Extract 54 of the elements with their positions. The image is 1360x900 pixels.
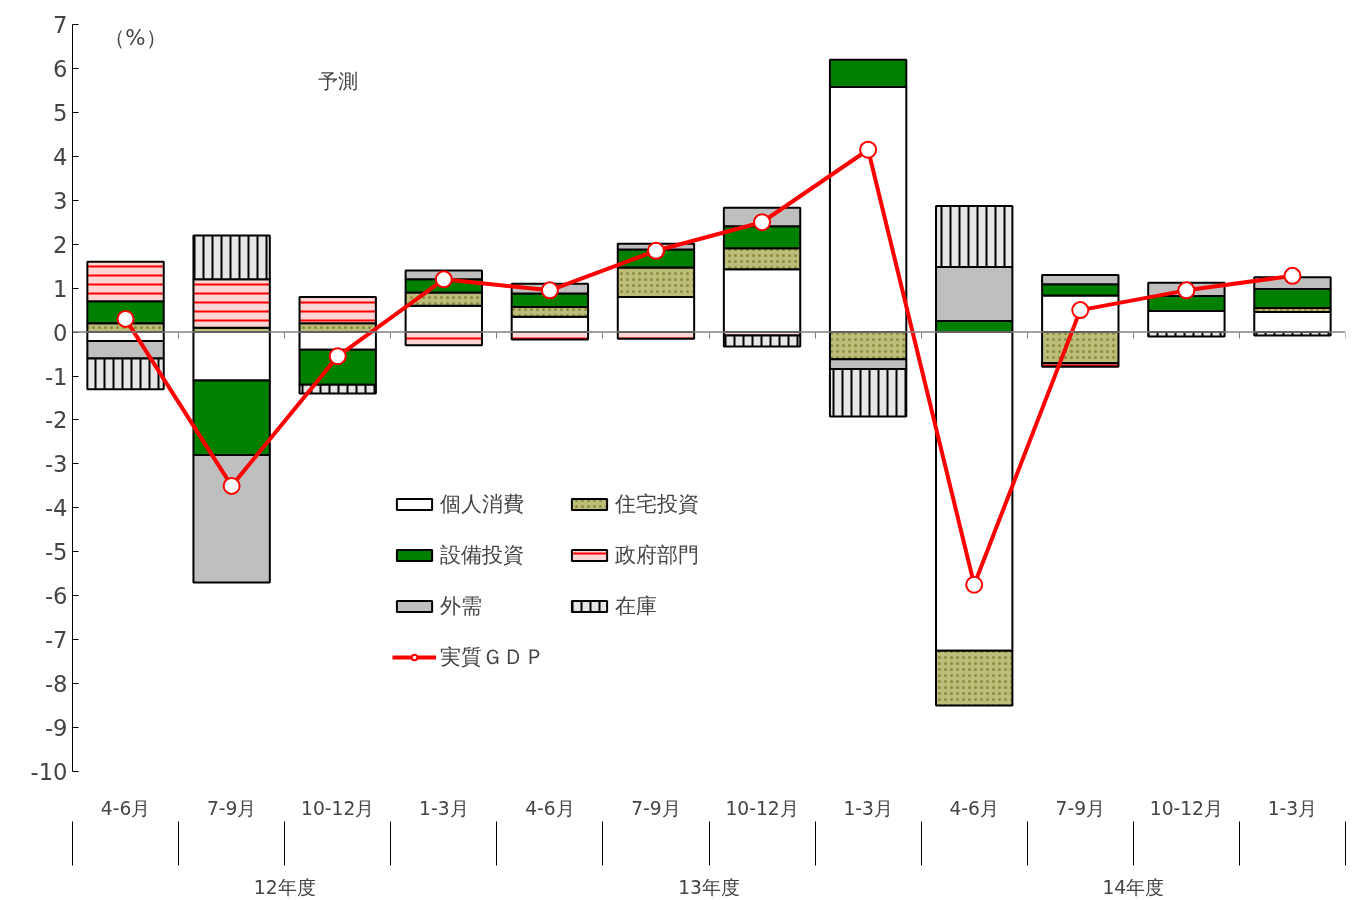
y-tick-label: -3 bbox=[44, 451, 68, 478]
annotation: 予測 bbox=[317, 68, 358, 93]
legend-label: 在庫 bbox=[615, 592, 657, 620]
point bbox=[859, 140, 878, 159]
legend-label: 住宅投資 bbox=[615, 490, 699, 518]
y-axis-title: （%） bbox=[104, 24, 167, 50]
y-tick-label: -9 bbox=[44, 715, 68, 742]
legend-label: 実質ＧＤＰ bbox=[440, 643, 545, 671]
point bbox=[1283, 266, 1302, 285]
legend-label: 政府部門 bbox=[615, 541, 699, 569]
x-tick-label: 10-12月 bbox=[301, 797, 375, 819]
legend-label: 設備投資 bbox=[440, 541, 524, 569]
x-tick-label: 4-6月 bbox=[949, 797, 999, 819]
y-tick-label: 0 bbox=[53, 319, 68, 346]
x-tick-label: 4-6月 bbox=[100, 797, 151, 819]
point bbox=[116, 309, 135, 328]
x-tick-label: 7-9月 bbox=[1055, 797, 1106, 819]
point bbox=[222, 476, 241, 495]
legend-label: 外需 bbox=[440, 592, 482, 620]
y-tick-label: -10 bbox=[30, 759, 68, 785]
y-tick-label: 5 bbox=[53, 99, 68, 126]
point bbox=[753, 213, 772, 232]
x-tick-label: 1-3月 bbox=[1267, 797, 1318, 819]
y-tick-label: 3 bbox=[53, 187, 68, 214]
point bbox=[965, 575, 984, 594]
point bbox=[540, 281, 559, 300]
x-tick-label: 1-3月 bbox=[419, 797, 469, 819]
y-tick-label: 1 bbox=[53, 275, 68, 302]
y-tick-label: -2 bbox=[44, 407, 68, 434]
y-tick-label: -5 bbox=[44, 539, 68, 566]
x-tick-label: 10-12月 bbox=[725, 797, 799, 819]
point bbox=[1177, 281, 1196, 300]
y-tick-label: 7 bbox=[53, 12, 68, 38]
x-tick-label: 4-6月 bbox=[525, 797, 575, 819]
text: 12年度 bbox=[253, 876, 316, 898]
point bbox=[328, 347, 347, 366]
y-tick-label: -7 bbox=[44, 627, 68, 654]
y-tick-label: -6 bbox=[44, 583, 68, 610]
point bbox=[1071, 301, 1090, 320]
text: 13年度 bbox=[678, 876, 740, 898]
y-tick-label: 6 bbox=[53, 55, 68, 82]
y-tick-label: -8 bbox=[44, 671, 68, 698]
y-tick-label: -1 bbox=[44, 363, 68, 390]
legend-label: 個人消費 bbox=[440, 490, 524, 518]
point bbox=[434, 270, 453, 289]
x-tick-label: 7-9月 bbox=[206, 797, 257, 819]
x-tick-label: 7-9月 bbox=[631, 797, 681, 819]
y-tick-label: -4 bbox=[44, 495, 68, 522]
x-tick-label: 1-3月 bbox=[843, 797, 893, 819]
y-tick-label: 2 bbox=[53, 231, 68, 258]
point bbox=[646, 241, 665, 260]
x-tick-label: 10-12月 bbox=[1149, 797, 1223, 819]
text: 14年度 bbox=[1102, 876, 1165, 898]
y-tick-label: 4 bbox=[53, 143, 68, 170]
